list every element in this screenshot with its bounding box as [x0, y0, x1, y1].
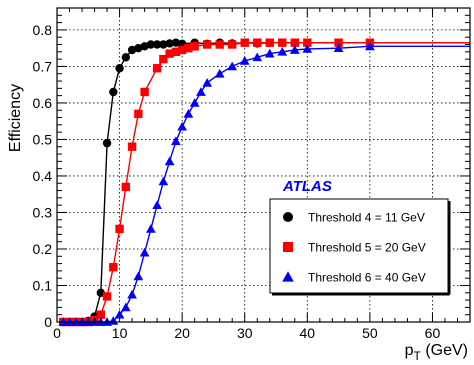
y-tick-label: 0.3	[33, 204, 53, 220]
series-3-point	[164, 156, 175, 166]
series-3-point	[239, 56, 250, 65]
legend-marker-1	[283, 212, 293, 222]
x-tick-label: 30	[237, 325, 253, 341]
series-1-point	[152, 40, 162, 49]
x-tick-label: 60	[425, 325, 441, 341]
series-3-point	[227, 61, 238, 71]
y-tick-label: 0.8	[33, 22, 53, 38]
series-1-point	[165, 39, 174, 48]
x-tick-label: 0	[53, 325, 61, 341]
series-3-point	[264, 48, 275, 58]
series-3-point	[146, 224, 156, 233]
x-tick-label: 40	[300, 325, 316, 341]
series-2-point	[184, 43, 193, 53]
series-1-point	[159, 40, 168, 49]
series-3-point	[171, 136, 181, 146]
legend-label-2: Threshold 5 = 20 GeV	[308, 241, 426, 255]
x-axis-title-sub: T	[414, 349, 422, 363]
x-tick-label: 10	[112, 325, 128, 341]
series-2-point	[159, 54, 168, 64]
series-1-point	[121, 53, 131, 62]
series-2-point	[127, 142, 137, 151]
series-3-point	[183, 109, 194, 118]
y-tick-label: 0.5	[33, 131, 53, 147]
legend-label-1: Threshold 4 = 11 GeV	[308, 211, 425, 225]
series-3-point	[196, 87, 206, 96]
x-axis-title-main: p	[405, 342, 414, 359]
series-3-point	[365, 41, 375, 51]
y-tick-label: 0.6	[33, 95, 53, 111]
series-2-point	[253, 38, 262, 47]
series-2-point	[265, 38, 274, 47]
series-layer	[58, 38, 470, 327]
y-tick-label: 0.4	[33, 168, 53, 184]
legend-box	[269, 198, 449, 294]
series-2-point	[140, 87, 149, 97]
atlas-label: ATLAS	[282, 178, 332, 195]
series-2-point	[165, 49, 174, 58]
series-2-point	[202, 40, 212, 49]
series-2-point	[121, 182, 131, 192]
series-2-point	[109, 263, 118, 272]
legend-marker-3	[282, 271, 294, 282]
series-3-point	[139, 247, 150, 257]
series-1-point	[115, 64, 124, 73]
series-3-point	[252, 52, 263, 62]
series-3-point	[133, 271, 144, 281]
series-3-point	[189, 98, 200, 107]
series-2-point	[334, 38, 343, 47]
series-3-point	[214, 68, 225, 78]
series-2-point	[152, 64, 162, 73]
series-3-point	[333, 43, 344, 53]
y-tick-label: 0.7	[33, 58, 53, 74]
series-2-point	[303, 38, 312, 47]
series-1-point	[146, 40, 156, 49]
series-3-point	[289, 45, 300, 54]
y-tick-label: 0	[44, 314, 52, 330]
x-tick-label: 50	[362, 325, 378, 341]
series-2-point	[96, 310, 106, 319]
series-2-point	[102, 292, 112, 301]
series-2-point	[190, 42, 199, 51]
series-2-point	[290, 38, 299, 47]
y-tick-label: 0.2	[33, 241, 53, 257]
series-3-point	[202, 78, 213, 87]
axis-ticks: 0 10 20 30 40 50 60 0 0.1 0.2 0.3 0.4 0.5 0.6 0.7 0.8	[33, 8, 470, 341]
legend-marker-2	[283, 242, 293, 252]
x-axis-title: pT (GeV)	[405, 342, 468, 363]
series-2-point	[134, 109, 143, 119]
legend-label-3: Threshold 6 = 40 GeV	[308, 271, 426, 285]
series-3-point	[121, 302, 131, 312]
series-3-point	[302, 44, 313, 53]
series-2-point	[177, 45, 187, 55]
x-axis-title-unit: (GeV)	[421, 342, 468, 359]
series-3-point	[177, 121, 187, 131]
y-axis-title: Efficiency	[7, 84, 24, 152]
series-1-point	[109, 87, 118, 97]
series-1-point	[102, 138, 112, 148]
legend: Threshold 4 = 11 GeV Threshold 5 = 20 GeV…	[269, 198, 451, 296]
series-2-point	[228, 40, 237, 49]
series-1-point	[171, 38, 181, 47]
x-tick-label: 20	[174, 325, 190, 341]
y-tick-label: 0.1	[33, 277, 53, 293]
plot-frame	[56, 7, 471, 323]
series-2-point	[240, 38, 249, 47]
series-2-point	[115, 224, 124, 234]
series-2-point	[278, 38, 287, 47]
series-3-point	[158, 176, 169, 186]
series-3-point	[127, 289, 137, 299]
series-3-point	[152, 200, 162, 210]
series-2-point	[215, 40, 224, 49]
series-3-point	[277, 46, 288, 56]
series-2-point	[171, 47, 181, 57]
